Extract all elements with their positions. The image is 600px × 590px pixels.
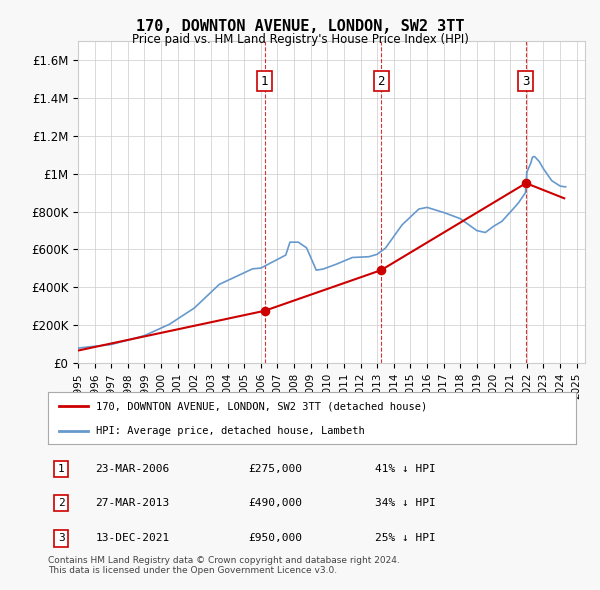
Text: 170, DOWNTON AVENUE, LONDON, SW2 3TT: 170, DOWNTON AVENUE, LONDON, SW2 3TT xyxy=(136,19,464,34)
Text: 2: 2 xyxy=(377,74,385,87)
Text: Contains HM Land Registry data © Crown copyright and database right 2024.
This d: Contains HM Land Registry data © Crown c… xyxy=(48,556,400,575)
Text: £950,000: £950,000 xyxy=(248,533,302,543)
Text: 41% ↓ HPI: 41% ↓ HPI xyxy=(376,464,436,474)
Text: 23-MAR-2006: 23-MAR-2006 xyxy=(95,464,170,474)
Text: 2: 2 xyxy=(58,498,65,508)
Text: 3: 3 xyxy=(58,533,65,543)
Text: 1: 1 xyxy=(261,74,268,87)
Text: 25% ↓ HPI: 25% ↓ HPI xyxy=(376,533,436,543)
Text: 27-MAR-2013: 27-MAR-2013 xyxy=(95,498,170,508)
Text: £490,000: £490,000 xyxy=(248,498,302,508)
Text: 13-DEC-2021: 13-DEC-2021 xyxy=(95,533,170,543)
Text: £275,000: £275,000 xyxy=(248,464,302,474)
Text: HPI: Average price, detached house, Lambeth: HPI: Average price, detached house, Lamb… xyxy=(95,426,364,435)
Point xyxy=(260,306,269,316)
Text: 1: 1 xyxy=(58,464,65,474)
Point xyxy=(521,178,531,188)
Point xyxy=(376,266,386,275)
Text: 3: 3 xyxy=(522,74,530,87)
Text: 34% ↓ HPI: 34% ↓ HPI xyxy=(376,498,436,508)
Text: 170, DOWNTON AVENUE, LONDON, SW2 3TT (detached house): 170, DOWNTON AVENUE, LONDON, SW2 3TT (de… xyxy=(95,401,427,411)
Text: Price paid vs. HM Land Registry's House Price Index (HPI): Price paid vs. HM Land Registry's House … xyxy=(131,33,469,46)
